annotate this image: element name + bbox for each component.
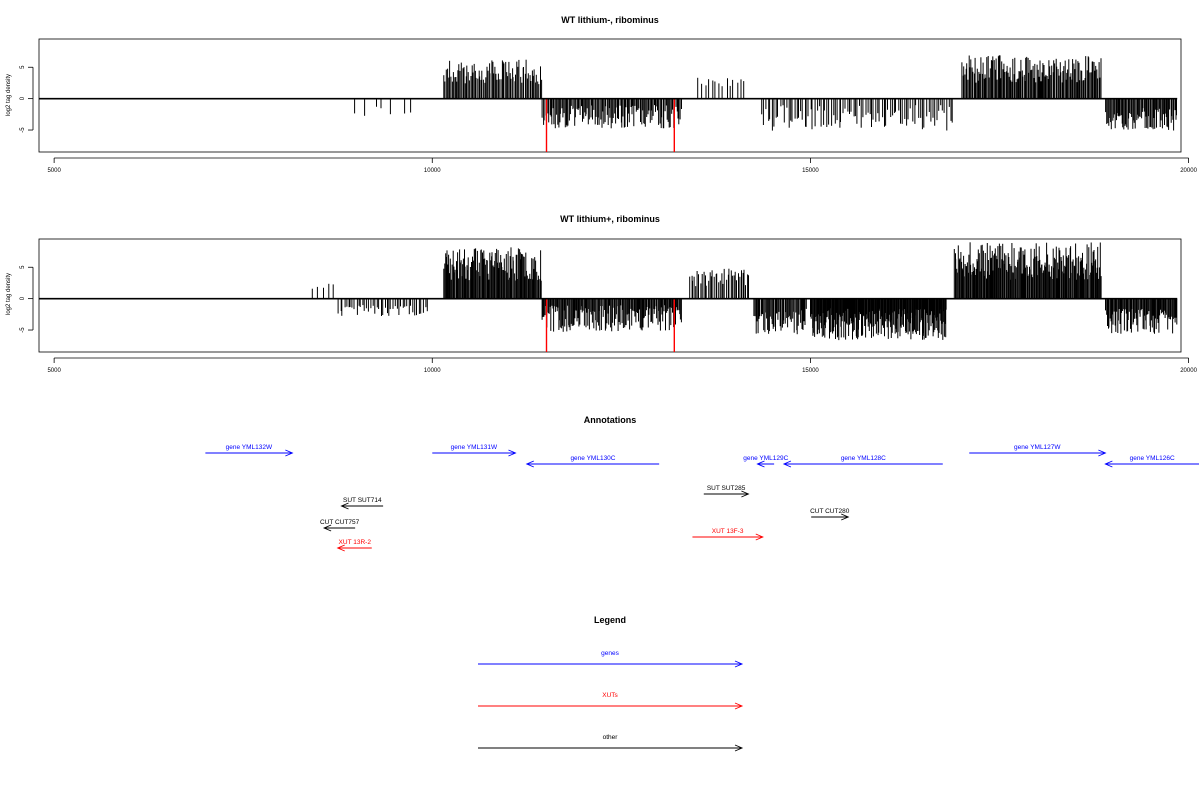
feature-label: XUT 13F-3 <box>712 528 744 535</box>
arrow-head <box>734 660 744 668</box>
y-axis-label: log2 tag density <box>6 74 12 116</box>
panel-title: WT lithium+, ribominus <box>560 214 660 224</box>
feature-gene: gene YML131W <box>432 444 517 457</box>
feature-gene: gene YML128C <box>782 455 943 468</box>
feature-label: gene YML130C <box>570 455 615 462</box>
x-axis: 5000 10000 15000 20000 <box>47 357 1198 374</box>
density-panel-lithium-plus: WT lithium+, ribominus 5000 10000 15000 200… <box>6 214 1198 374</box>
annotations-panel: Annotations gene YML132W gene YML131Wgene… <box>205 415 1199 552</box>
arrow-head <box>285 449 294 457</box>
feature-label: gene YML131W <box>451 444 498 451</box>
x-tick-label: 15000 <box>802 368 819 374</box>
annotations-title: Annotations <box>584 415 637 425</box>
feature-label: gene YML128C <box>841 455 886 462</box>
feature-label: gene YML127W <box>1014 444 1061 451</box>
y-axis: -5 0 5 <box>20 65 34 133</box>
arrow-head <box>755 533 764 541</box>
y-axis-label: log2 tag density <box>6 273 12 315</box>
legend-items: genes XUTs other <box>478 650 744 752</box>
feature-label: SUT SUT714 <box>343 497 382 504</box>
legend-item: other <box>478 734 744 752</box>
x-tick-label: 20000 <box>1180 168 1197 174</box>
feature-other: SUT SUT714 <box>340 497 384 510</box>
feature-label: CUT CUT757 <box>320 519 360 526</box>
x-tick-label: 5000 <box>47 168 61 174</box>
x-tick-label: 20000 <box>1180 368 1197 374</box>
legend-item: genes <box>478 650 744 668</box>
feature-other: CUT CUT280 <box>810 508 850 521</box>
arrow-head <box>1098 449 1107 457</box>
red-spikes <box>545 98 675 152</box>
legend-title: Legend <box>594 615 626 625</box>
arrow-head <box>741 490 750 498</box>
feature-label: CUT CUT280 <box>810 508 850 515</box>
feature-label: gene YML126C <box>1130 455 1175 462</box>
arrow-head <box>340 502 349 510</box>
feature-xut: XUT 13F-3 <box>692 528 764 541</box>
feature-gene: gene YML132W <box>205 444 294 457</box>
arrow-head <box>525 460 534 468</box>
y-tick-label: 5 <box>20 265 26 269</box>
y-tick-label: 0 <box>20 96 26 100</box>
feature-label: SUT SUT285 <box>707 485 746 492</box>
density-bars <box>354 55 1177 131</box>
arrow-head <box>756 460 765 468</box>
annotation-features: gene YML132W gene YML131W gene YML130C gene… <box>205 444 1199 552</box>
feature-other: SUT SUT285 <box>703 485 750 498</box>
x-axis: 5000 10000 15000 20000 <box>47 157 1198 174</box>
x-tick-label: 10000 <box>424 368 441 374</box>
feature-label: gene YML132W <box>226 444 273 451</box>
density-bars <box>311 242 1178 341</box>
y-tick-label: -5 <box>20 127 26 133</box>
feature-label: gene YML129C <box>743 455 788 462</box>
y-tick-label: 5 <box>20 65 26 69</box>
x-tick-label: 5000 <box>47 368 61 374</box>
red-spikes <box>545 298 675 352</box>
density-panel-lithium-minus: WT lithium-, ribominus 5000 10000 15000 200… <box>6 15 1198 174</box>
legend-item: XUTs <box>478 692 744 710</box>
legend-label: other <box>603 734 619 741</box>
arrow-head <box>734 744 744 752</box>
arrow-head <box>1104 460 1113 468</box>
arrow-head <box>336 544 345 552</box>
plot-frame <box>38 38 1182 153</box>
feature-gene: gene YML127W <box>969 444 1107 457</box>
feature-label: XUT 13R-2 <box>339 539 372 546</box>
legend-label: XUTs <box>602 692 618 699</box>
legend: Legend genes XUTs other <box>478 615 744 752</box>
feature-other: CUT CUT757 <box>320 519 360 532</box>
x-tick-label: 10000 <box>424 168 441 174</box>
arrow-head <box>508 449 517 457</box>
arrow-head <box>734 702 744 710</box>
arrow-head <box>841 513 850 521</box>
plot-frame <box>38 238 1182 353</box>
arrow-head <box>782 460 792 468</box>
y-tick-label: 0 <box>20 296 26 300</box>
arrow-head <box>322 524 332 532</box>
feature-xut: XUT 13R-2 <box>336 539 372 552</box>
feature-gene: gene YML126C <box>1104 455 1199 468</box>
panel-title: WT lithium-, ribominus <box>561 15 659 25</box>
x-tick-label: 15000 <box>802 168 819 174</box>
feature-gene: gene YML129C <box>743 455 789 468</box>
y-tick-label: -5 <box>20 327 26 333</box>
y-axis: -5 0 5 <box>20 265 34 333</box>
feature-gene: gene YML130C <box>525 455 660 468</box>
legend-label: genes <box>601 650 619 657</box>
